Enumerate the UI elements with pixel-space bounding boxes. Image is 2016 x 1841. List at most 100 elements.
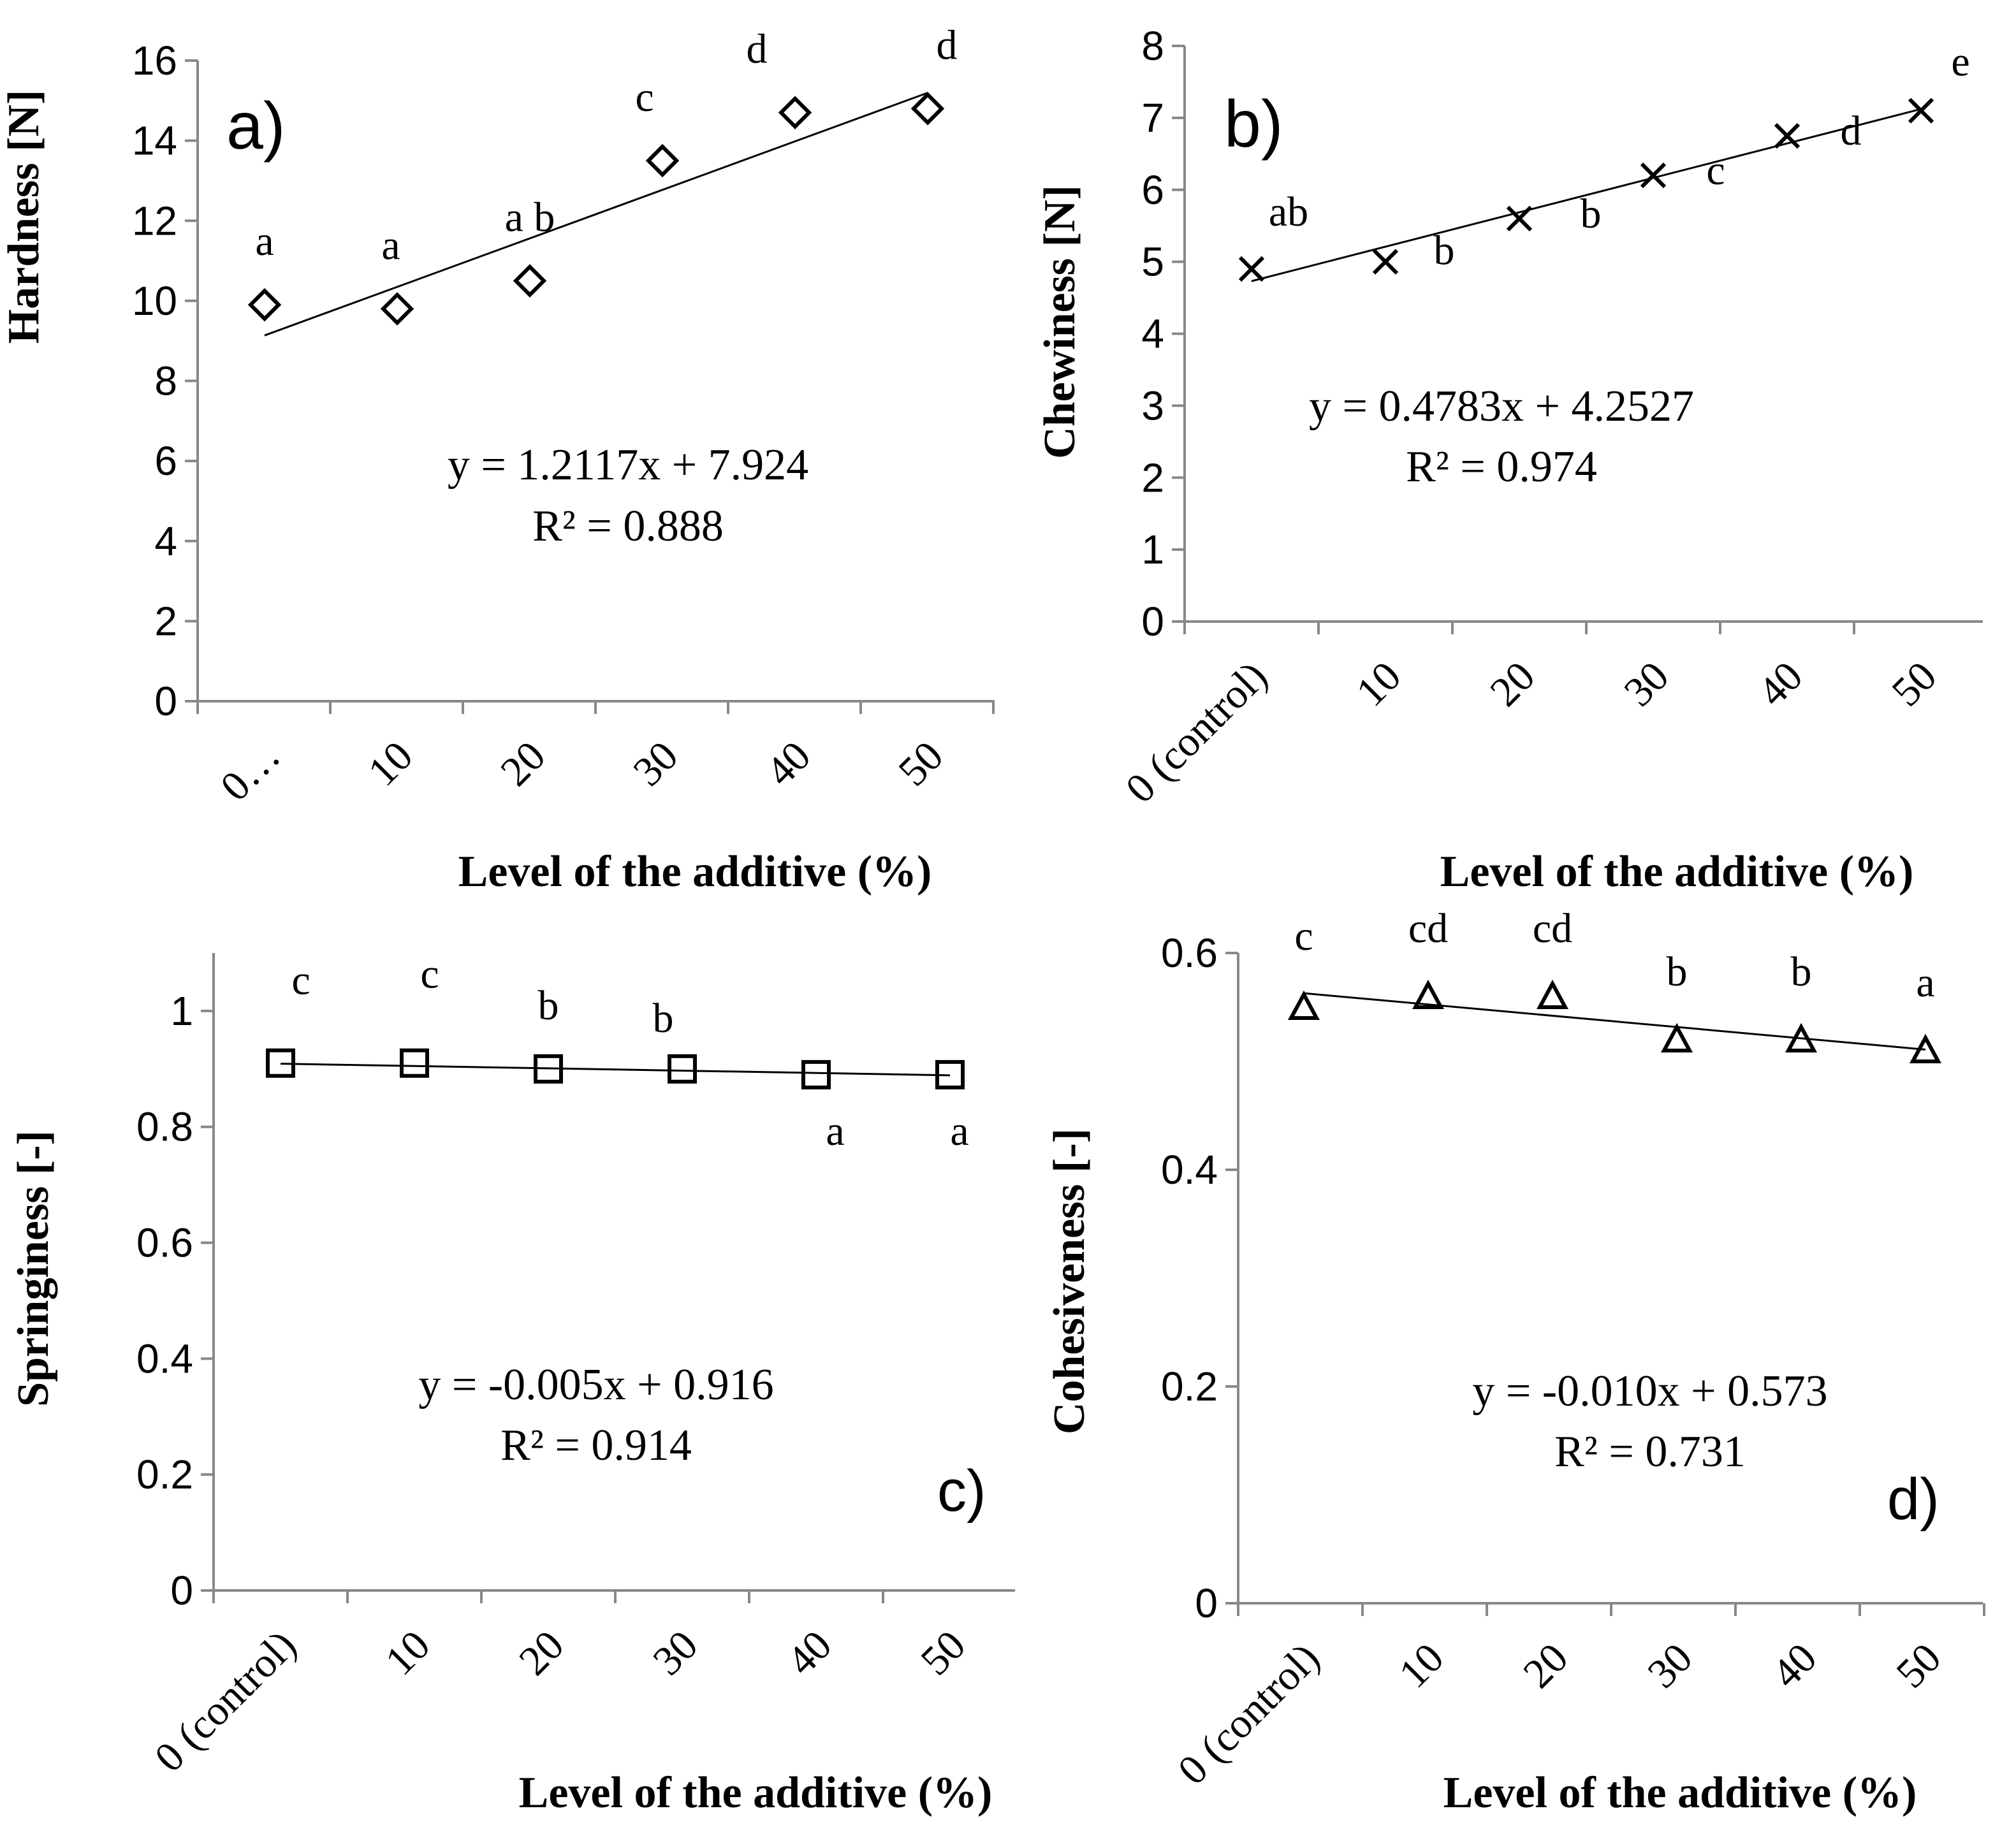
- significance-letter: d: [1841, 108, 1862, 154]
- significance-letter: c: [1294, 913, 1313, 959]
- trendline-equation: y = -0.010x + 0.573: [1472, 1367, 1827, 1416]
- y-tick-label: 0: [154, 678, 177, 724]
- panel-label: c): [937, 1459, 986, 1524]
- data-point: [247, 287, 282, 322]
- significance-letter: ab: [1269, 189, 1308, 235]
- y-tick-label: 0.2: [1161, 1364, 1218, 1409]
- data-point: [645, 143, 680, 178]
- data-point: [1536, 979, 1569, 1009]
- y-tick-label: 8: [1141, 23, 1164, 69]
- y-tick-label: 7: [1141, 95, 1164, 141]
- panel-label: a): [226, 89, 285, 163]
- x-axis-title: Level of the additive (%): [458, 847, 932, 896]
- data-point: [778, 96, 812, 129]
- panel-label: b): [1224, 87, 1283, 161]
- y-tick-label: 0: [1141, 599, 1164, 644]
- significance-letter: e: [1951, 39, 1969, 85]
- data-point: [1640, 163, 1667, 189]
- y-tick-label: 0.6: [136, 1220, 193, 1266]
- trendline-equation: y = -0.005x + 0.916: [418, 1360, 773, 1409]
- significance-letter: a: [950, 1108, 968, 1154]
- data-point: [400, 1048, 429, 1078]
- r-squared: R² = 0.731: [1554, 1427, 1746, 1476]
- x-axis-title: Level of the additive (%): [1440, 847, 1914, 896]
- significance-letter: b: [1791, 949, 1812, 995]
- data-point: [910, 92, 945, 126]
- r-squared: R² = 0.974: [1406, 442, 1597, 491]
- significance-letter: a: [255, 218, 274, 265]
- significance-letter: c: [1706, 147, 1725, 194]
- y-axis-title: Hardness [N]: [0, 90, 48, 344]
- significance-letter: d: [937, 22, 958, 68]
- data-point: [1908, 98, 1934, 124]
- significance-letter: a b: [505, 194, 555, 240]
- y-axis-title: Cohesiveness [-]: [1045, 1128, 1094, 1434]
- data-point: [1774, 122, 1801, 149]
- data-point: [266, 1048, 295, 1078]
- significance-letter: b: [1581, 191, 1602, 237]
- data-point: [801, 1059, 831, 1089]
- y-tick-label: 12: [132, 198, 177, 244]
- trendline: [280, 1063, 951, 1077]
- data-point: [1238, 256, 1265, 282]
- significance-letter: b: [538, 982, 559, 1029]
- data-point: [1506, 205, 1533, 232]
- y-tick-label: 16: [132, 38, 177, 84]
- significance-letter: d: [747, 26, 768, 73]
- y-tick-label: 14: [132, 118, 177, 164]
- significance-letter: cd: [1408, 905, 1448, 952]
- y-tick-label: 2: [154, 598, 177, 644]
- y-tick-label: 6: [1141, 167, 1164, 213]
- trendline: [1251, 108, 1922, 282]
- trendline: [264, 92, 928, 337]
- y-tick-label: 0: [170, 1568, 193, 1613]
- panel-label: d): [1887, 1467, 1939, 1532]
- data-point: [513, 264, 547, 298]
- data-point: [935, 1059, 965, 1089]
- trendline-equation: y = 1.2117x + 7.924: [448, 440, 808, 490]
- y-axis-title: Chewiness [N]: [1035, 185, 1085, 459]
- significance-letter: c: [420, 951, 439, 998]
- y-tick-label: 10: [132, 278, 177, 324]
- data-point: [1909, 1033, 1942, 1063]
- significance-letter: b: [1434, 228, 1455, 274]
- data-point: [1412, 979, 1445, 1009]
- trendline: [1303, 992, 1926, 1051]
- data-point: [534, 1054, 563, 1084]
- significance-letter: c: [291, 957, 310, 1004]
- significance-letter: b: [1667, 949, 1688, 995]
- y-tick-label: 0.2: [136, 1452, 193, 1497]
- data-point: [380, 292, 414, 326]
- x-axis-title: Level of the additive (%): [519, 1768, 993, 1817]
- x-axis-title: Level of the additive (%): [1443, 1768, 1917, 1817]
- y-tick-label: 4: [1141, 311, 1164, 357]
- significance-letter: a: [826, 1108, 844, 1154]
- y-tick-label: 0.8: [136, 1104, 193, 1150]
- significance-letter: cd: [1533, 905, 1572, 952]
- y-tick-label: 4: [154, 518, 177, 564]
- trendline-equation: y = 0.4783x + 4.2527: [1309, 382, 1694, 431]
- significance-letter: c: [635, 74, 654, 120]
- y-tick-label: 0.6: [1161, 930, 1218, 976]
- significance-letter: b: [653, 995, 674, 1042]
- y-tick-label: 6: [154, 438, 177, 484]
- y-tick-label: 3: [1141, 382, 1164, 428]
- significance-letter: a: [381, 222, 400, 268]
- significance-letter: a: [1916, 959, 1934, 1006]
- data-point: [668, 1054, 697, 1084]
- y-tick-label: 8: [154, 358, 177, 404]
- y-axis-title: Springiness [-]: [9, 1130, 58, 1407]
- r-squared: R² = 0.914: [500, 1421, 692, 1470]
- data-point: [1660, 1022, 1693, 1052]
- y-tick-label: 0.4: [1161, 1147, 1218, 1193]
- y-tick-label: 0.4: [136, 1335, 193, 1381]
- r-squared: R² = 0.888: [532, 502, 724, 551]
- data-point: [1785, 1022, 1818, 1052]
- y-tick-label: 1: [1141, 527, 1164, 572]
- y-tick-label: 1: [170, 988, 193, 1034]
- y-tick-label: 2: [1141, 455, 1164, 500]
- data-point: [1372, 249, 1399, 275]
- data-point: [1287, 990, 1320, 1020]
- y-tick-label: 0: [1195, 1580, 1218, 1626]
